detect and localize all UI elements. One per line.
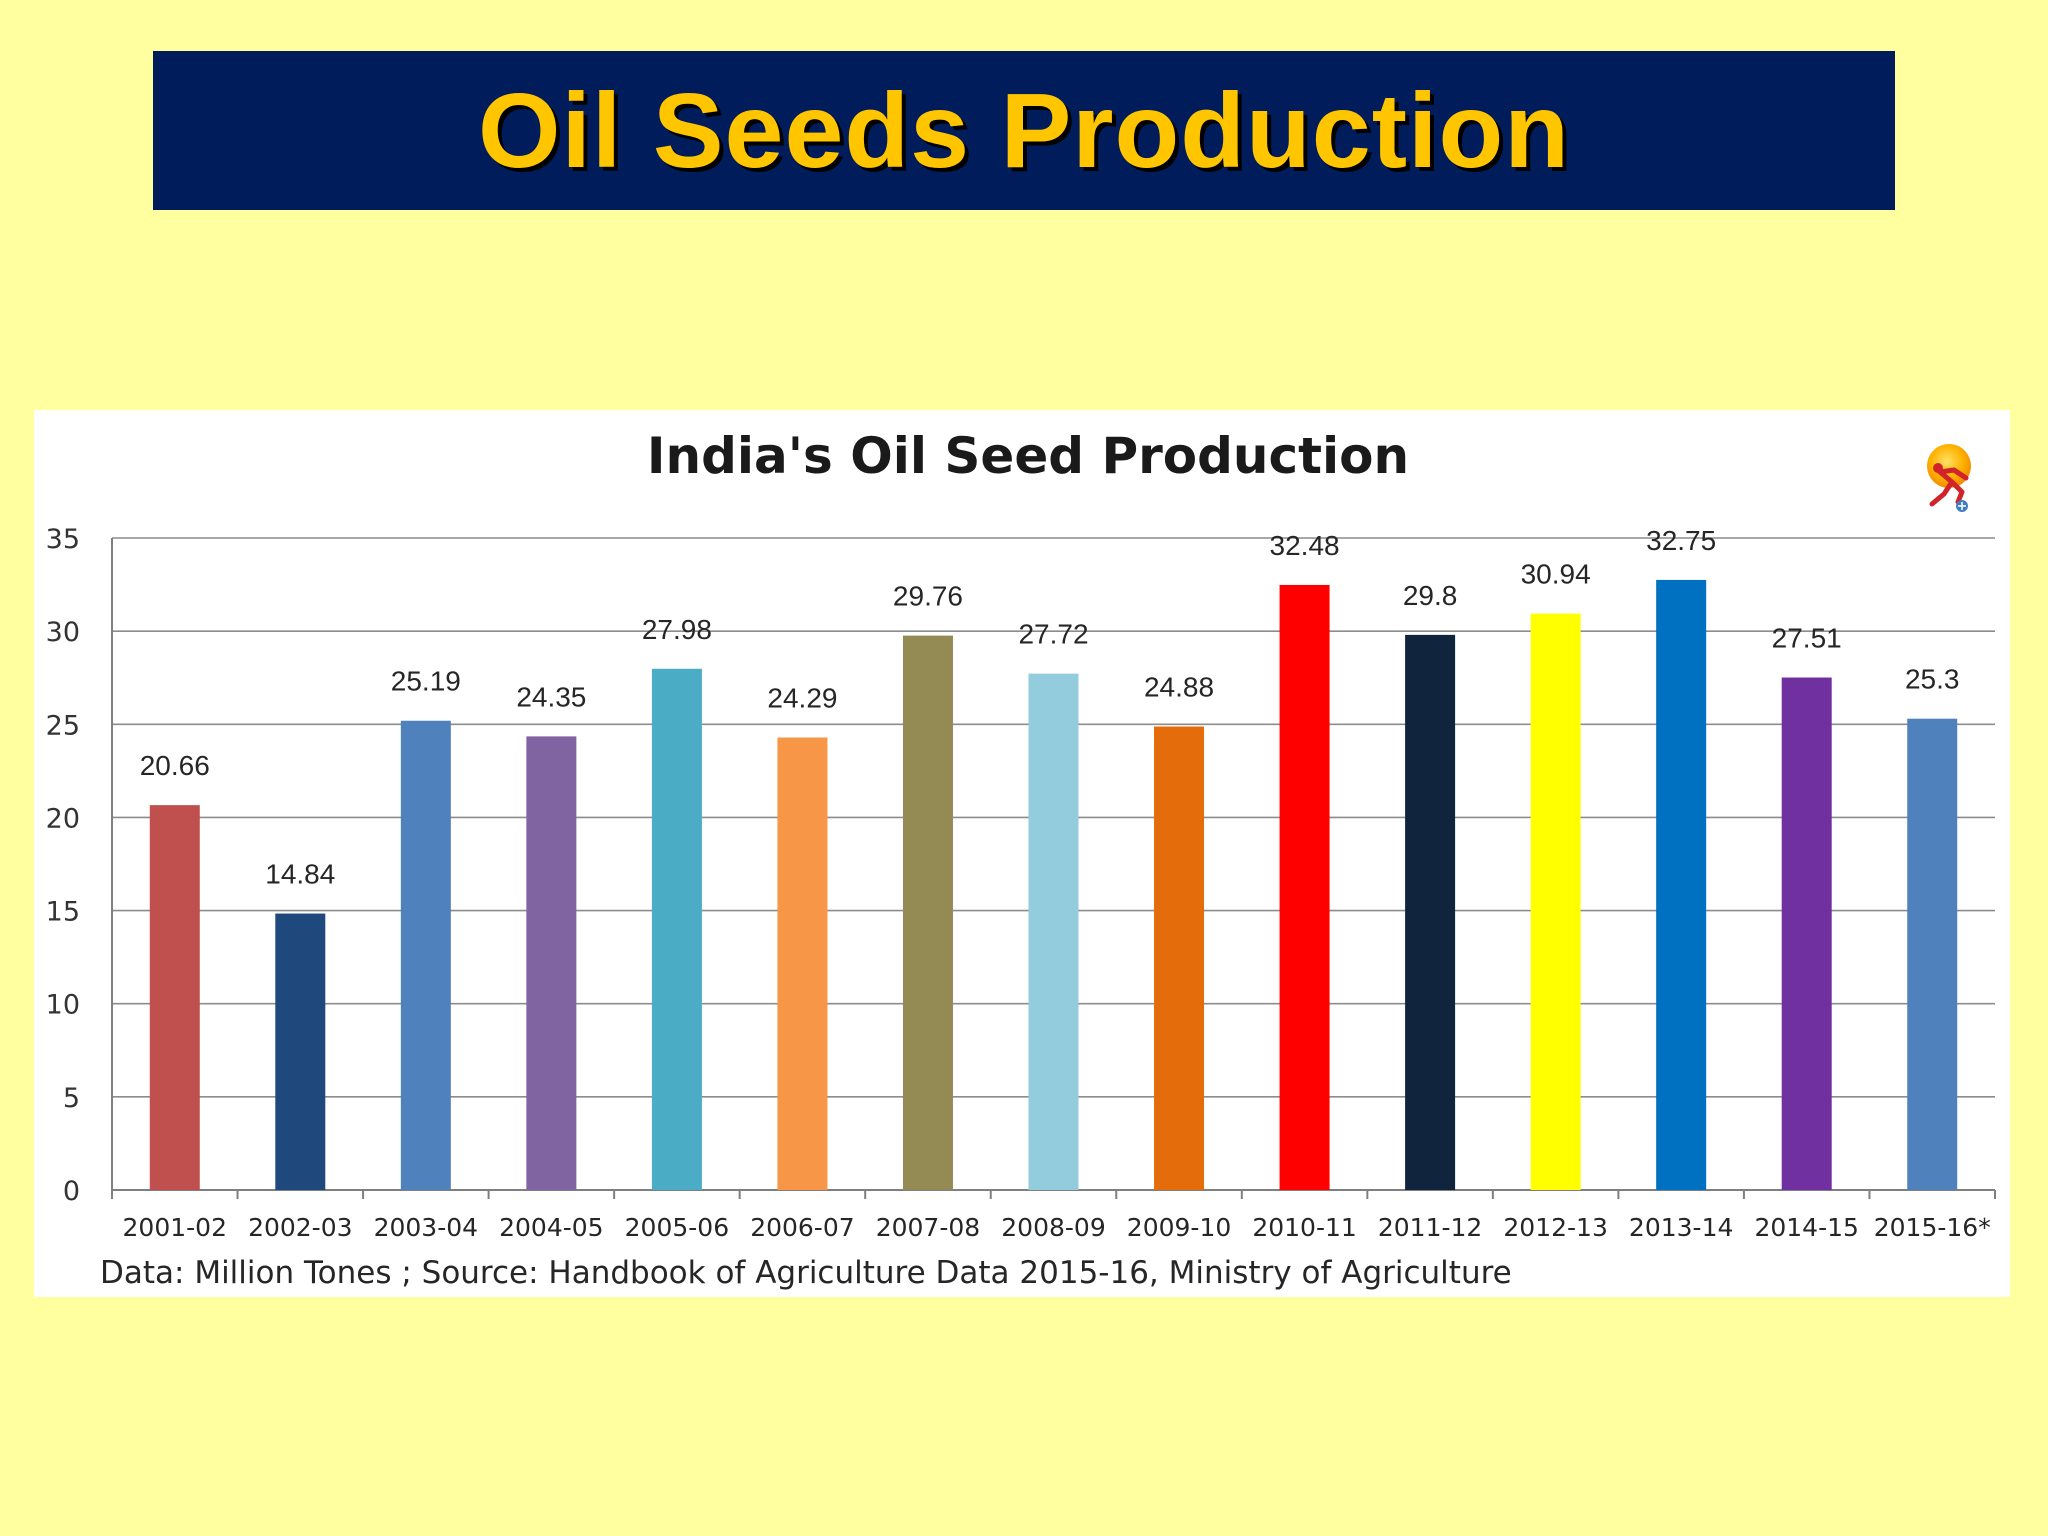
source-note: Data: Million Tones ; Source: Handbook o… bbox=[100, 1255, 1512, 1291]
bar bbox=[1530, 613, 1581, 1190]
x-tick-label: 2007-08 bbox=[876, 1213, 980, 1242]
chart-panel: India's Oil Seed Production 0 5 10 15 20 25 30… bbox=[34, 410, 2010, 1297]
y-tick-label: 35 bbox=[46, 524, 80, 555]
y-tick-label: 15 bbox=[46, 897, 80, 928]
x-tick-labels: 2001-02 2002-03 2003-04 2004-05 2005-06 2006-… bbox=[123, 1213, 1991, 1242]
data-label: 32.48 bbox=[1270, 530, 1340, 561]
data-label: 14.84 bbox=[265, 859, 335, 890]
bar bbox=[275, 913, 326, 1190]
bar bbox=[149, 805, 200, 1190]
data-label: 27.98 bbox=[642, 614, 712, 645]
x-tick-label: 2010-11 bbox=[1252, 1213, 1356, 1242]
bar bbox=[1656, 579, 1707, 1190]
chart-title: India's Oil Seed Production bbox=[647, 427, 1409, 485]
bar bbox=[777, 737, 828, 1190]
bars bbox=[149, 579, 1958, 1190]
slide-title: Oil Seeds Production bbox=[478, 71, 1570, 190]
y-tick-label: 25 bbox=[46, 710, 80, 741]
data-label: 25.3 bbox=[1905, 664, 1960, 695]
title-banner: Oil Seeds Production bbox=[153, 51, 1895, 210]
data-label: 30.94 bbox=[1521, 559, 1591, 590]
data-labels: 20.66 14.84 25.19 24.35 27.98 24.29 29.76 27.72… bbox=[140, 525, 1960, 890]
data-label: 29.76 bbox=[893, 581, 963, 612]
x-tick-label: 2005-06 bbox=[625, 1213, 729, 1242]
y-tick-label: 5 bbox=[63, 1083, 80, 1114]
x-tick-label: 2006-07 bbox=[750, 1213, 854, 1242]
data-label: 20.66 bbox=[140, 750, 210, 781]
x-tick-label: 2008-09 bbox=[1001, 1213, 1105, 1242]
x-tick-label: 2011-12 bbox=[1378, 1213, 1482, 1242]
x-tick-label: 2004-05 bbox=[499, 1213, 603, 1242]
bar-chart: India's Oil Seed Production 0 5 10 15 20 25 30… bbox=[46, 427, 1996, 1291]
bar bbox=[1279, 584, 1330, 1190]
x-tick-label: 2003-04 bbox=[374, 1213, 478, 1242]
data-label: 24.29 bbox=[767, 683, 837, 714]
data-label: 25.19 bbox=[391, 666, 461, 697]
bar bbox=[1907, 718, 1958, 1190]
x-tick-label: 2013-14 bbox=[1629, 1213, 1733, 1242]
y-tick-label: 30 bbox=[46, 617, 80, 648]
bar bbox=[526, 736, 577, 1190]
data-label: 24.35 bbox=[516, 681, 586, 712]
bar bbox=[1405, 634, 1456, 1190]
data-label: 27.72 bbox=[1018, 619, 1088, 650]
bar bbox=[651, 668, 702, 1190]
x-tick-label: 2015-16* bbox=[1874, 1213, 1991, 1242]
sun-runner-logo-icon bbox=[1927, 444, 1971, 512]
bar bbox=[1781, 677, 1832, 1190]
y-tick-label: 10 bbox=[46, 990, 80, 1021]
x-tick-label: 2009-10 bbox=[1127, 1213, 1231, 1242]
x-tick-label: 2014-15 bbox=[1754, 1213, 1858, 1242]
data-label: 27.51 bbox=[1772, 623, 1842, 654]
x-tick-label: 2001-02 bbox=[123, 1213, 227, 1242]
data-label: 32.75 bbox=[1646, 525, 1716, 556]
bar bbox=[902, 635, 953, 1190]
x-tick-label: 2012-13 bbox=[1503, 1213, 1607, 1242]
y-tick-label: 20 bbox=[46, 803, 80, 834]
y-tick-label: 0 bbox=[63, 1176, 80, 1207]
bar bbox=[400, 720, 451, 1190]
data-label: 24.88 bbox=[1144, 672, 1214, 703]
data-label: 29.8 bbox=[1403, 580, 1458, 611]
bar bbox=[1154, 726, 1205, 1190]
y-tick-labels: 0 5 10 15 20 25 30 35 bbox=[46, 524, 80, 1207]
x-tick-label: 2002-03 bbox=[248, 1213, 352, 1242]
bar bbox=[1028, 673, 1079, 1190]
